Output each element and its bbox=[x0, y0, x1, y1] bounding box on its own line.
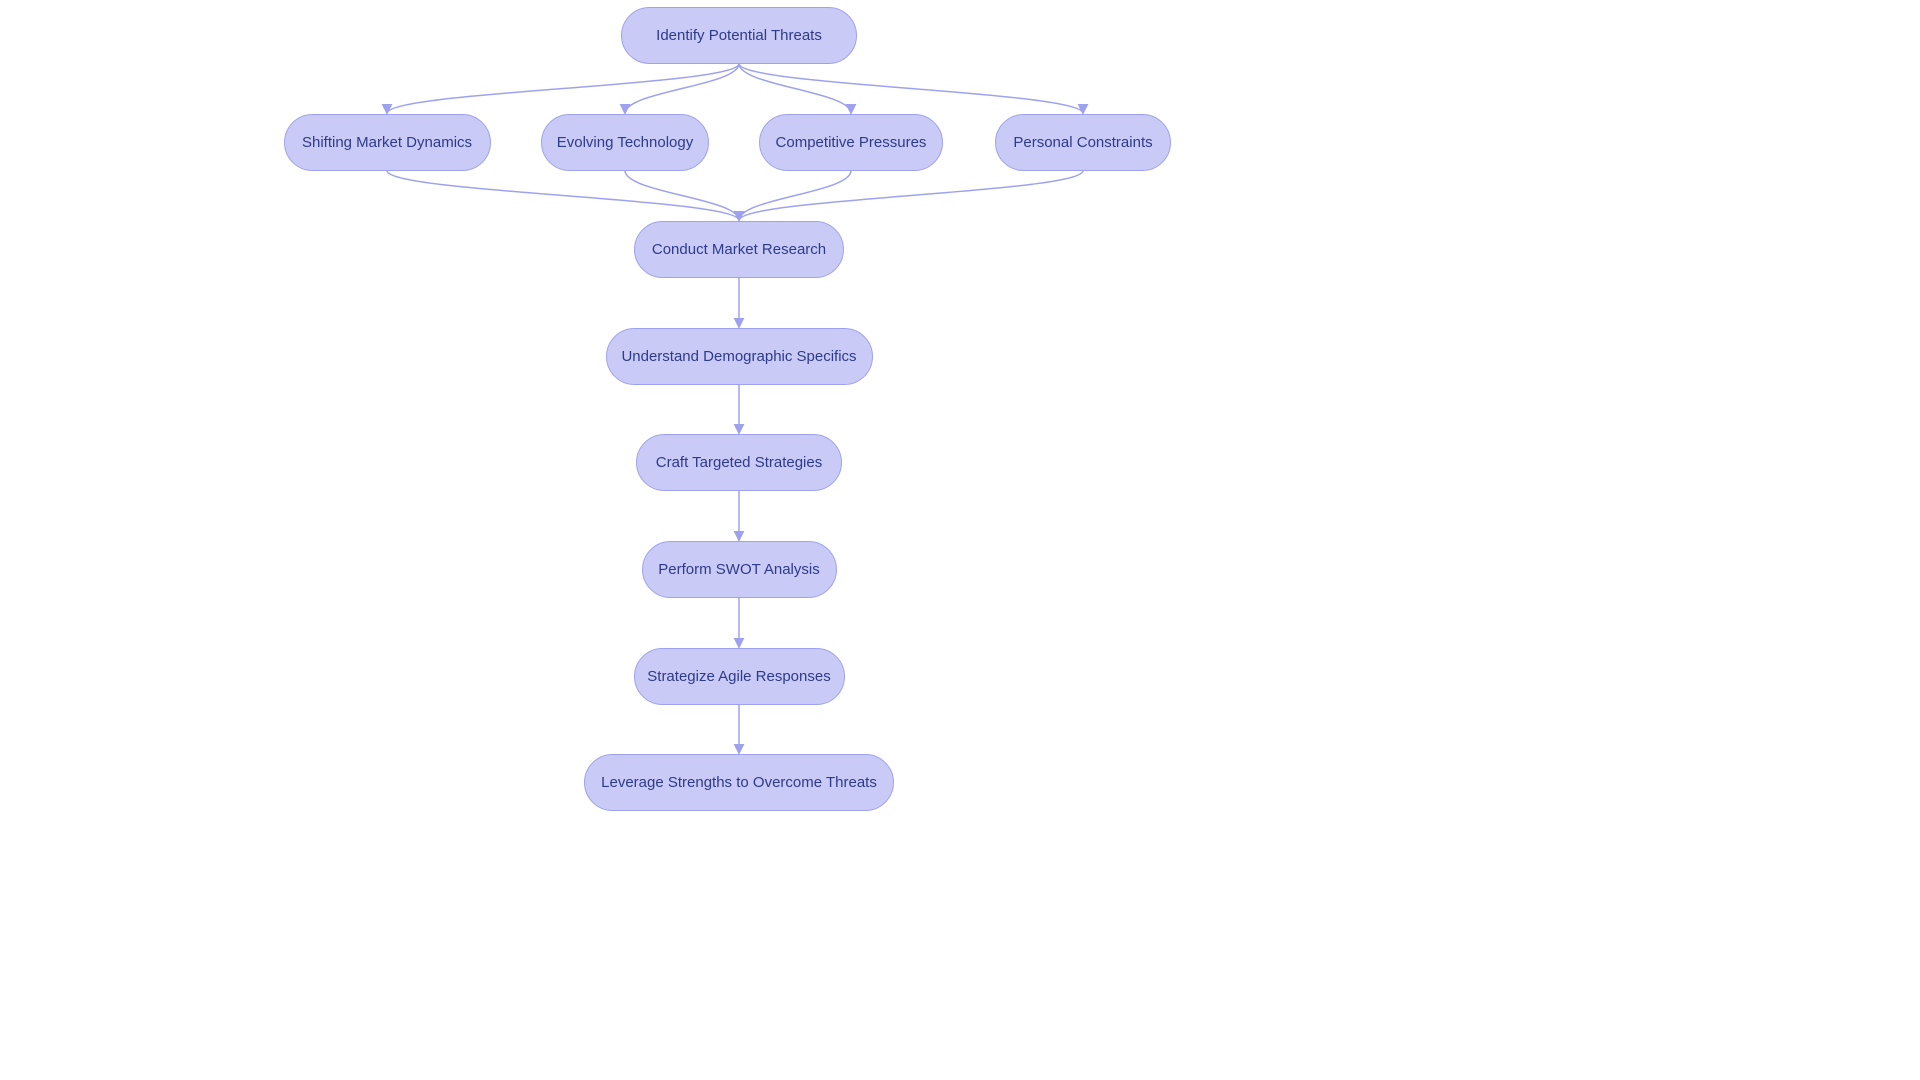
flowchart-node-label: Conduct Market Research bbox=[652, 241, 826, 258]
flowchart-edge bbox=[387, 64, 739, 114]
flowchart-node-label: Understand Demographic Specifics bbox=[621, 348, 856, 365]
flowchart-node: Shifting Market Dynamics bbox=[284, 114, 491, 171]
flowchart-node: Personal Constraints bbox=[995, 114, 1171, 171]
flowchart-node-label: Leverage Strengths to Overcome Threats bbox=[601, 774, 877, 791]
flowchart-node: Leverage Strengths to Overcome Threats bbox=[584, 754, 894, 811]
flowchart-node-label: Perform SWOT Analysis bbox=[658, 561, 819, 578]
flowchart-edge bbox=[387, 171, 739, 221]
flowchart-node-label: Identify Potential Threats bbox=[656, 27, 822, 44]
flowchart-node: Perform SWOT Analysis bbox=[642, 541, 837, 598]
flowchart-canvas: Identify Potential Threats Shifting Marke… bbox=[0, 0, 1920, 1080]
flowchart-node: Competitive Pressures bbox=[759, 114, 943, 171]
flowchart-node: Conduct Market Research bbox=[634, 221, 844, 278]
flowchart-node-label: Competitive Pressures bbox=[776, 134, 927, 151]
flowchart-node: Strategize Agile Responses bbox=[634, 648, 845, 705]
flowchart-edges bbox=[0, 0, 1920, 1080]
flowchart-node: Evolving Technology bbox=[541, 114, 709, 171]
flowchart-edge bbox=[739, 171, 1083, 221]
flowchart-edge bbox=[739, 64, 1083, 114]
flowchart-node-label: Craft Targeted Strategies bbox=[656, 454, 822, 471]
flowchart-node-label: Strategize Agile Responses bbox=[647, 668, 830, 685]
flowchart-node: Understand Demographic Specifics bbox=[606, 328, 873, 385]
flowchart-edge bbox=[625, 171, 739, 221]
flowchart-node-label: Evolving Technology bbox=[557, 134, 693, 151]
flowchart-node-label: Personal Constraints bbox=[1013, 134, 1152, 151]
flowchart-node: Identify Potential Threats bbox=[621, 7, 857, 64]
flowchart-edge bbox=[625, 64, 739, 114]
flowchart-node: Craft Targeted Strategies bbox=[636, 434, 842, 491]
flowchart-node-label: Shifting Market Dynamics bbox=[302, 134, 472, 151]
flowchart-edge bbox=[739, 64, 851, 114]
flowchart-edge bbox=[739, 171, 851, 221]
